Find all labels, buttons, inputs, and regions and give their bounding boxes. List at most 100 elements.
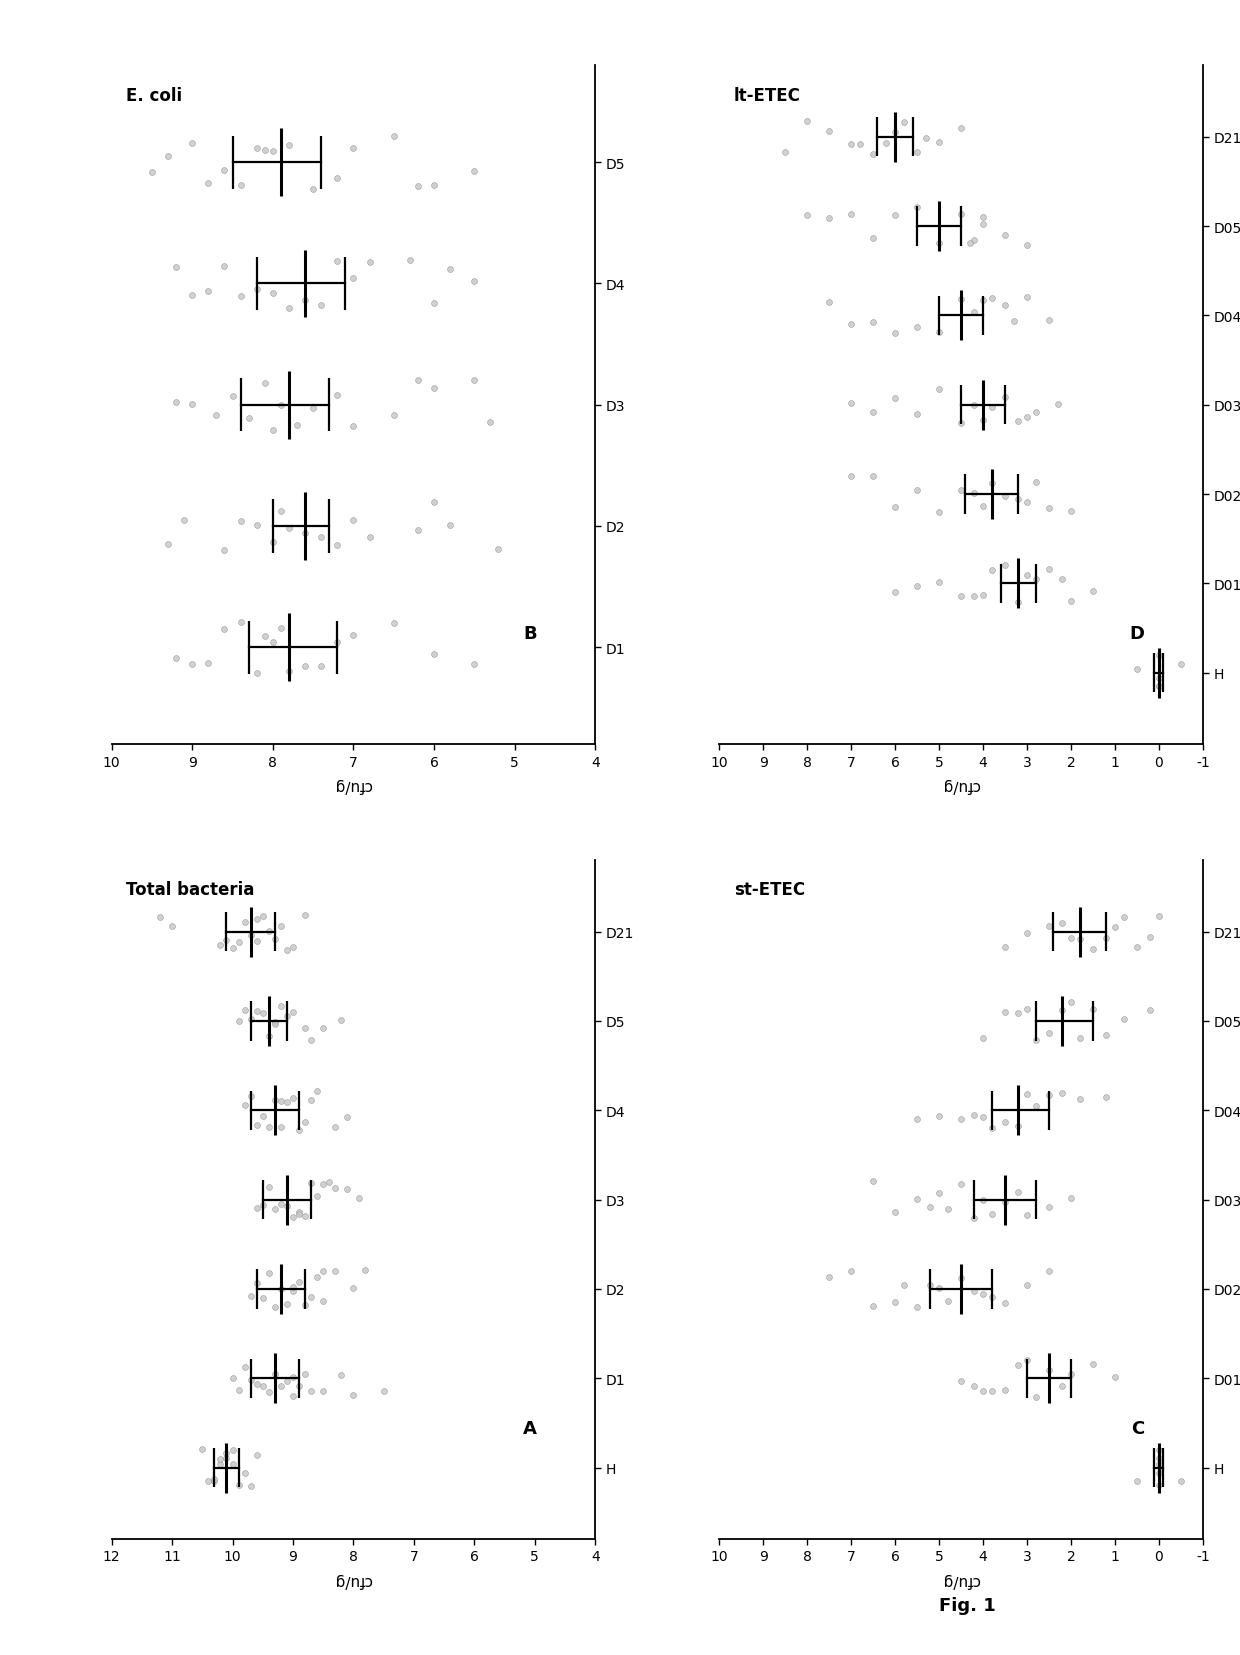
Point <box>270 914 290 940</box>
Point <box>1070 927 1090 953</box>
Point <box>1017 563 1037 589</box>
Point <box>231 609 250 636</box>
Point <box>820 119 839 146</box>
Point <box>270 392 290 419</box>
Point <box>929 376 949 402</box>
Point <box>885 119 905 146</box>
Point <box>1083 937 1102 963</box>
Point <box>982 394 1002 420</box>
Point <box>464 367 484 394</box>
Point <box>929 319 949 346</box>
Point <box>973 288 993 314</box>
Point <box>1008 589 1028 616</box>
Point <box>231 508 250 535</box>
Point <box>1061 498 1081 525</box>
Point <box>259 1173 279 1200</box>
Point <box>908 574 928 601</box>
Point <box>929 1276 949 1302</box>
Point <box>1025 1094 1045 1120</box>
Point <box>994 386 1014 412</box>
Point <box>863 399 883 425</box>
Point <box>849 132 869 159</box>
Point <box>1127 1468 1147 1494</box>
Point <box>263 530 283 556</box>
Point <box>916 126 936 152</box>
Point <box>863 1168 883 1195</box>
Point <box>1140 998 1159 1024</box>
Point <box>295 521 315 548</box>
Point <box>319 1170 339 1197</box>
Point <box>1061 925 1081 952</box>
Point <box>265 1294 285 1321</box>
Point <box>994 483 1014 510</box>
Point <box>279 132 299 159</box>
Point <box>965 228 985 255</box>
Point <box>973 1104 993 1130</box>
Point <box>894 111 914 137</box>
Point <box>265 1010 285 1036</box>
Point <box>295 1291 315 1317</box>
Point <box>166 645 186 672</box>
Point <box>1070 1087 1090 1114</box>
Point <box>820 1264 839 1291</box>
Point <box>982 1202 1002 1228</box>
Point <box>327 629 347 655</box>
Point <box>295 1109 315 1135</box>
Point <box>1096 925 1116 952</box>
Point <box>841 1258 861 1284</box>
Point <box>295 1360 315 1387</box>
Point <box>1048 392 1068 419</box>
Point <box>1149 1471 1169 1498</box>
Point <box>885 1198 905 1225</box>
Point <box>1039 556 1059 583</box>
Point <box>228 1471 248 1498</box>
Point <box>211 1451 231 1478</box>
Point <box>973 583 993 609</box>
Point <box>982 558 1002 584</box>
Point <box>982 1377 1002 1403</box>
Point <box>211 1446 231 1473</box>
Point <box>247 136 267 162</box>
Point <box>253 1000 273 1026</box>
Point <box>951 1170 971 1197</box>
Point <box>841 131 861 157</box>
Point <box>343 136 363 162</box>
Point <box>1017 996 1037 1023</box>
Point <box>894 1271 914 1298</box>
Point <box>314 1172 334 1198</box>
Point <box>259 1259 279 1286</box>
Point <box>1114 1006 1133 1033</box>
Point <box>241 1082 260 1109</box>
Point <box>908 314 928 341</box>
Point <box>1096 1023 1116 1049</box>
Point <box>951 410 971 437</box>
Point <box>228 930 248 957</box>
Point <box>314 1258 334 1284</box>
Point <box>885 579 905 606</box>
Point <box>1105 1364 1125 1390</box>
Point <box>920 1193 940 1220</box>
Point <box>994 1188 1014 1215</box>
Point <box>241 1473 260 1499</box>
Point <box>908 1187 928 1213</box>
Point <box>424 490 444 516</box>
Text: lt-ETEC: lt-ETEC <box>734 86 801 104</box>
X-axis label: cfu/g: cfu/g <box>942 1572 980 1587</box>
Point <box>1149 674 1169 700</box>
Point <box>337 1104 357 1130</box>
Point <box>1149 1445 1169 1471</box>
Point <box>356 1258 376 1284</box>
Point <box>1083 1350 1102 1377</box>
Point <box>982 1115 1002 1142</box>
Point <box>885 204 905 230</box>
Point <box>270 498 290 525</box>
Point <box>255 624 275 650</box>
Point <box>247 928 267 955</box>
Point <box>217 927 237 953</box>
Point <box>383 402 403 429</box>
Point <box>960 230 980 257</box>
Text: D: D <box>1130 626 1145 644</box>
Point <box>951 202 971 228</box>
Point <box>182 652 202 679</box>
Point <box>283 1274 303 1301</box>
